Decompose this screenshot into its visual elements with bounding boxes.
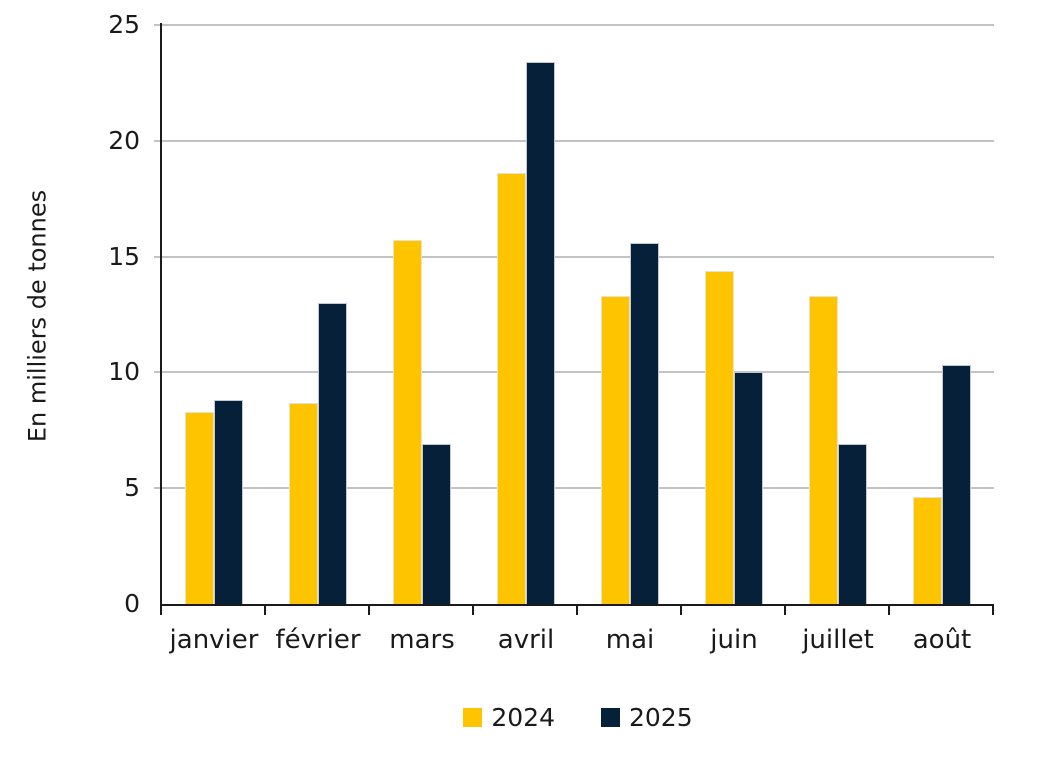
gridline-25 bbox=[154, 24, 994, 26]
x-label-février: février bbox=[275, 625, 361, 655]
legend-item-2024: 2024 bbox=[463, 705, 555, 730]
bar-2024-août bbox=[913, 497, 942, 604]
bar-2025-janvier bbox=[214, 400, 243, 604]
x-tick-6 bbox=[784, 606, 786, 615]
legend-item-2025: 2025 bbox=[601, 705, 693, 730]
bar-2024-juillet bbox=[809, 295, 838, 604]
bar-2024-juin bbox=[705, 270, 734, 604]
x-tick-1 bbox=[264, 606, 266, 615]
x-axis-line bbox=[160, 604, 994, 606]
bar-2024-mars bbox=[393, 240, 422, 604]
x-axis-labels: janvier février mars avril mai juin juillet aoû… bbox=[162, 625, 994, 661]
bar-2024-avril bbox=[497, 173, 526, 604]
bar-2024-février bbox=[289, 402, 318, 604]
legend: 2024 2025 bbox=[162, 700, 994, 734]
bar-2025-juillet bbox=[838, 444, 867, 604]
bar-2024-mai bbox=[601, 295, 630, 604]
x-label-avril: avril bbox=[497, 625, 555, 655]
plot-area bbox=[154, 24, 994, 604]
x-tick-4 bbox=[576, 606, 578, 615]
bar-2025-mars bbox=[422, 444, 451, 604]
legend-swatch-2025 bbox=[601, 707, 620, 727]
x-tick-8 bbox=[992, 606, 994, 615]
legend-swatch-2024 bbox=[463, 707, 483, 727]
gridline-20 bbox=[154, 139, 994, 142]
y-axis-tick-labels: 0 5 10 15 20 25 bbox=[0, 10, 140, 618]
y-tick-label-5: 5 bbox=[124, 473, 140, 503]
bar-2025-août bbox=[942, 365, 971, 604]
x-label-juillet: juillet bbox=[802, 625, 874, 655]
bar-2025-avril bbox=[526, 62, 555, 604]
x-label-mai: mai bbox=[605, 625, 655, 655]
bar-2025-juin bbox=[734, 372, 763, 604]
y-tick-label-20: 20 bbox=[108, 125, 140, 155]
x-label-janvier: janvier bbox=[169, 625, 259, 655]
y-axis-line bbox=[160, 23, 162, 606]
y-tick-label-0: 0 bbox=[124, 589, 140, 618]
bar-2025-mai bbox=[630, 242, 659, 604]
bar-2025-février bbox=[318, 302, 347, 604]
legend-label-2025: 2025 bbox=[629, 702, 693, 732]
x-label-mars: mars bbox=[389, 625, 455, 655]
bar-2024-janvier bbox=[185, 411, 214, 604]
gridline-15 bbox=[154, 255, 994, 258]
y-tick-label-15: 15 bbox=[108, 241, 140, 271]
x-tick-2 bbox=[368, 606, 370, 615]
x-tick-3 bbox=[472, 606, 474, 615]
gridline-10 bbox=[154, 371, 994, 374]
gridline-5 bbox=[154, 487, 994, 490]
x-label-août: août bbox=[912, 625, 972, 655]
x-tick-0 bbox=[160, 606, 162, 615]
y-tick-label-10: 10 bbox=[108, 357, 140, 387]
x-tick-7 bbox=[888, 606, 890, 615]
x-tick-5 bbox=[680, 606, 682, 615]
legend-label-2024: 2024 bbox=[491, 702, 555, 732]
y-tick-label-25: 25 bbox=[108, 10, 140, 39]
x-label-juin: juin bbox=[710, 625, 758, 655]
